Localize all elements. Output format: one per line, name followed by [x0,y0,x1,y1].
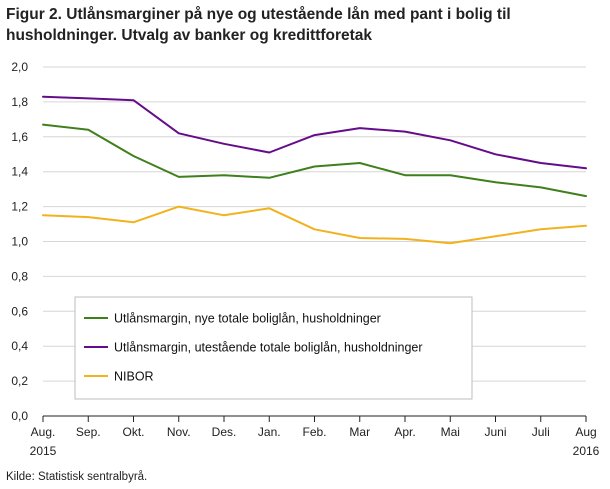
y-tick-label: 1,0 [11,235,28,249]
x-tick-label: Feb. [302,425,326,439]
x-tick-label: Sep. [76,425,101,439]
x-tick-label: Mai [441,425,460,439]
y-tick-label: 0,2 [11,374,28,388]
y-tick-label: 1,6 [11,130,28,144]
y-tick-label: 0,6 [11,304,28,318]
legend-box [74,296,473,400]
x-year-label: 2015 [30,444,57,458]
y-tick-label: 1,2 [11,200,28,214]
y-axis-ticks: 0,0 0,2 0,4 0,6 0,8 1,0 1,2 1,4 1,6 1,8 2,0 [11,60,28,423]
y-tick-label: 0,4 [11,339,28,353]
y-tick-label: 2,0 [11,60,28,74]
series-line [42,205,587,245]
x-year-label: 2016 [573,444,600,458]
x-tick-label: Okt. [122,425,144,439]
legend-label: Utlånsmargin, nye totale boliglån, husho… [114,312,381,326]
x-tick-label: Aug. [31,425,56,439]
source-note: Kilde: Statistisk sentralbyrå. [6,471,148,483]
x-tick-label: Mar [349,425,370,439]
y-tick-label: 1,8 [11,95,28,109]
y-tick-label: 1,4 [11,165,28,179]
x-tick-label: Juli [532,425,550,439]
y-tick-label: 0,0 [11,409,28,423]
y-tick-label: 0,8 [11,269,28,283]
chart-title: Figur 2. Utlånsmarginer på nye og utestå… [6,6,511,44]
x-tick-label: Aug [575,425,596,439]
legend-label: NIBOR [114,370,154,384]
x-axis: Aug. Sep. Okt. Nov. Des. Jan. Feb. Mar Apr. Mai Ju… [30,415,600,458]
x-tick-label: Apr. [394,425,415,439]
x-tick-label: Des. [212,425,237,439]
legend: Utlånsmargin, nye totale boliglån, husho… [74,296,473,400]
x-tick-label: Jan. [258,425,281,439]
x-tick-label: Juni [484,425,506,439]
x-tick-label: Nov. [167,425,191,439]
series-line [42,95,587,170]
series-line [42,123,587,198]
series-lines [42,95,587,245]
legend-label: Utlånsmargin, utestående totale boliglån… [114,341,423,355]
